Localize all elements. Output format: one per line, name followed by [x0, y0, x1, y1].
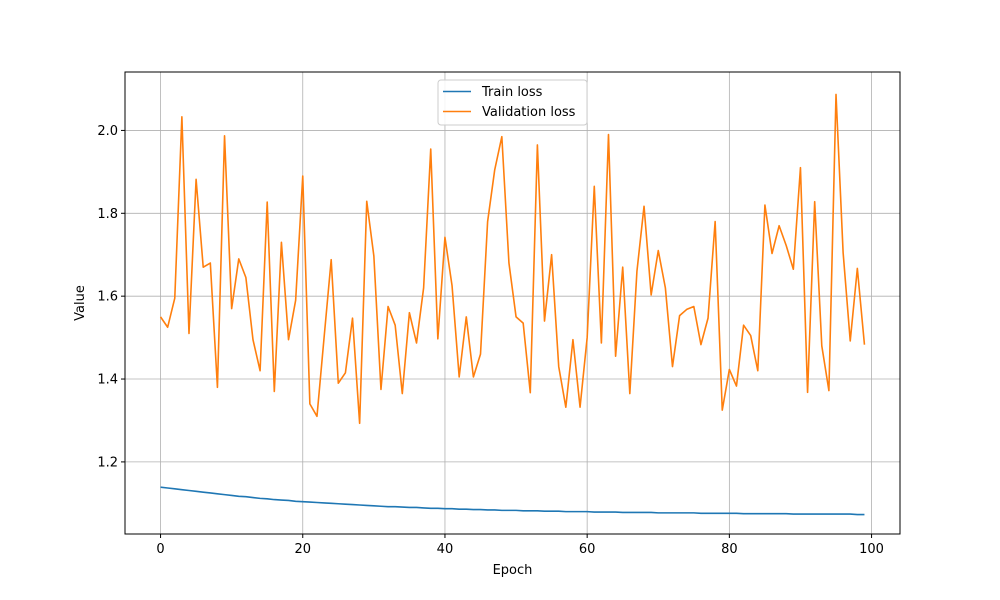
series-line-train-loss: [160, 486, 865, 516]
x-tick-label: 20: [294, 542, 311, 557]
legend-label: Validation loss: [482, 105, 576, 120]
y-axis-label: Value: [73, 285, 88, 321]
x-tick-label: 80: [721, 542, 738, 557]
x-tick-label: 40: [437, 542, 454, 557]
y-tick-label: 1.8: [97, 207, 118, 222]
y-tick-label: 1.2: [97, 455, 118, 470]
x-tick-label: 60: [579, 542, 596, 557]
plot-lines: [159, 93, 866, 516]
y-tick-label: 1.6: [97, 290, 118, 305]
axis-ticks: 0 20 40 60 80 100 1.2 1.4 1.6 1.8 2.0: [97, 124, 884, 557]
legend: Train loss Validation loss: [437, 79, 588, 126]
x-tick-label: 100: [859, 542, 884, 557]
y-tick-label: 1.4: [97, 373, 118, 388]
grid: [125, 72, 900, 534]
legend-box: [437, 79, 588, 126]
y-tick-label: 2.0: [97, 124, 118, 139]
axes-frame: [124, 71, 901, 535]
x-axis-label: Epoch: [493, 563, 533, 578]
series-line-validation-loss: [159, 93, 866, 425]
legend-label: Train loss: [481, 85, 543, 100]
x-tick-label: 0: [156, 542, 164, 557]
